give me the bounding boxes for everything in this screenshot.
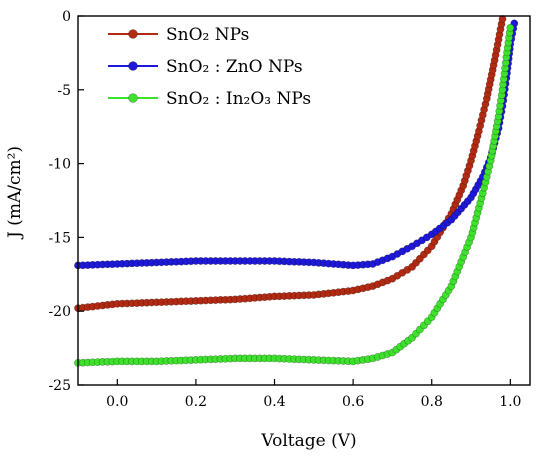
x-axis-title: Voltage (V) [260, 431, 356, 451]
y-tick-label: -25 [48, 378, 71, 394]
x-tick-label: 1.0 [499, 394, 521, 410]
x-tick-label: 0.6 [342, 394, 364, 410]
y-tick-label: -20 [48, 304, 71, 320]
x-tick-label: 0.2 [185, 394, 207, 410]
plot-marks [74, 15, 519, 367]
y-axis-title: J (mA/cm²) [5, 146, 25, 240]
plot-frame [77, 15, 531, 386]
x-tick-label: 0.0 [106, 394, 128, 410]
series-1 [74, 15, 507, 313]
legend-item-2: SnO₂ : ZnO NPs [108, 57, 303, 77]
data-point [506, 23, 515, 32]
series-3 [74, 23, 515, 367]
y-tick-label: -15 [48, 230, 71, 246]
x-tick-label: 0.4 [263, 394, 285, 410]
legend-label-2: SnO₂ : ZnO NPs [166, 57, 303, 77]
legend-label-3: SnO₂ : In₂O₃ NPs [166, 89, 311, 109]
x-tick-label: 0.8 [421, 394, 443, 410]
legend-item-3: SnO₂ : In₂O₃ NPs [108, 89, 311, 109]
legend: SnO₂ NPs SnO₂ : ZnO NPs SnO₂ : In₂O₃ NPs [108, 25, 311, 109]
axis-ticks: 0.0 0.2 0.4 0.6 0.8 1.0 0 -5 -10 -15 -20 -25 [48, 9, 521, 410]
y-tick-label: 0 [62, 9, 71, 25]
series-line [77, 27, 512, 364]
y-tick-label: -10 [48, 157, 71, 173]
legend-label-1: SnO₂ NPs [166, 25, 249, 45]
y-tick-label: -5 [57, 83, 71, 99]
legend-item-1: SnO₂ NPs [108, 25, 249, 45]
